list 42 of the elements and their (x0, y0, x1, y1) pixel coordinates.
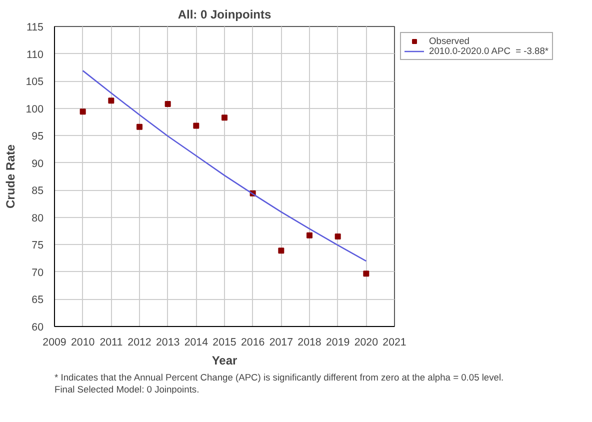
point (80, 108, 86, 115)
y-tick-label: 60 (32, 322, 44, 334)
y-tick-label: 105 (26, 76, 44, 88)
point (278, 248, 284, 254)
text: * Indicates that the Annual Percent Change (APC) is significantly different from zero at the alpha = 0.05 level. (54, 372, 504, 382)
point (222, 114, 228, 121)
line-series (82, 70, 367, 262)
chart-title: All: 0 Joinpoints (178, 8, 272, 22)
point (334, 234, 341, 240)
y-tick-label: 70 (32, 266, 44, 279)
x-tick-label: 2011 (100, 336, 123, 348)
y-tick-label: 85 (32, 185, 44, 198)
point (363, 270, 370, 277)
point (108, 98, 114, 104)
x-tick-label: 2013 (156, 336, 180, 348)
x-tick-label: 2019 (326, 336, 350, 348)
x-tick-label: 2012 (128, 336, 152, 348)
legend-label: 2010.0-2020.0 APC = -3.88* (429, 46, 549, 56)
x-tick-label: 2010 (70, 336, 95, 348)
y-tick-label: 65 (32, 294, 44, 306)
y-tick-label: 115 (26, 22, 44, 34)
point (306, 232, 312, 238)
x-axis-title: Year (212, 354, 238, 368)
y-tick-label: 95 (32, 130, 44, 143)
x-tick-label: 2009 (42, 336, 66, 348)
point (164, 100, 171, 107)
x-tick-label: 2021 (382, 336, 406, 348)
x-tick-label: 2018 (298, 336, 322, 348)
x-tick-label: 2014 (184, 336, 208, 348)
point (193, 122, 200, 129)
y-axis-title: Crude Rate (4, 144, 18, 209)
x-tick-label: 2017 (269, 336, 294, 348)
y-tick-label: 75 (32, 240, 44, 252)
y-tick-label: 90 (32, 158, 44, 170)
y-tick-label: 110 (26, 48, 44, 61)
point (136, 124, 142, 130)
legend-label: Observed (429, 36, 470, 46)
y-tick-label: 100 (26, 103, 44, 116)
x-tick-label: 2020 (354, 336, 378, 348)
x-tick-label: 2015 (212, 336, 236, 348)
y-tick-label: 80 (32, 212, 44, 224)
x-tick-label: 2016 (240, 336, 265, 348)
